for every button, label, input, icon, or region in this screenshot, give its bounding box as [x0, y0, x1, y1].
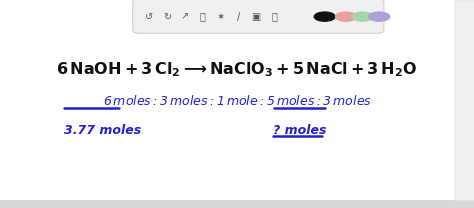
- Text: $\mathregular{6\,moles : 3\,moles : 1\,mole : 5\,moles : 3\,moles}$: $\mathregular{6\,moles : 3\,moles : 1\,m…: [102, 94, 372, 108]
- Text: ✶: ✶: [216, 12, 225, 22]
- Text: ? moles: ? moles: [273, 124, 326, 136]
- Circle shape: [314, 12, 335, 21]
- Text: 3.77 moles: 3.77 moles: [64, 124, 141, 136]
- Text: ↻: ↻: [163, 12, 171, 22]
- Bar: [0, 200, 474, 208]
- Text: ↗: ↗: [181, 12, 189, 22]
- Bar: [454, 0, 474, 200]
- Text: 🖼: 🖼: [272, 12, 278, 22]
- Circle shape: [352, 12, 373, 21]
- Text: ⎓: ⎓: [200, 12, 206, 22]
- Circle shape: [369, 12, 390, 21]
- Text: /: /: [237, 12, 240, 22]
- FancyBboxPatch shape: [133, 0, 384, 33]
- Text: $\mathregular{6\,NaOH + 3\,Cl_2 \longrightarrow NaClO_3 + 5\,NaCl + 3\,H_2O}$: $\mathregular{6\,NaOH + 3\,Cl_2 \longrig…: [56, 60, 418, 79]
- Text: ▣: ▣: [251, 12, 261, 22]
- Text: ↺: ↺: [145, 12, 154, 22]
- Circle shape: [336, 12, 356, 21]
